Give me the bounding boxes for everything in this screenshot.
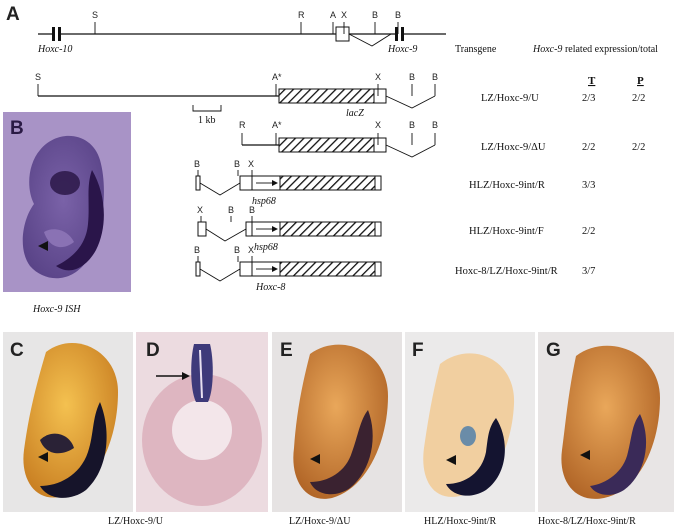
xgal-stain: [310, 410, 373, 495]
arrowhead-icon: [580, 450, 590, 460]
site-label: B: [228, 205, 234, 215]
transgene-name: Hoxc-8/LZ/Hoxc-9int/R: [455, 266, 558, 277]
ratio-t: 2/2: [582, 226, 595, 237]
site-label: B: [194, 245, 200, 255]
panel-letter-f: F: [412, 340, 424, 361]
panel-letter-g: G: [546, 340, 561, 361]
lacz-box: [279, 261, 376, 277]
construct-hlz-hoxc9int-r: B B X hsp68: [194, 159, 382, 207]
ratio-t: 3/7: [582, 266, 595, 277]
insert-label: hsp68: [252, 196, 276, 207]
site-label: X: [197, 205, 203, 215]
arrowhead-icon: [38, 452, 48, 462]
xgal-stain: [40, 402, 107, 498]
panel-letter-a: A: [6, 4, 20, 25]
construct-hoxc8-lz-hoxc9int-r: B B X Hoxc-8: [194, 245, 382, 293]
site-label: X: [341, 10, 347, 20]
lacz-box: [278, 88, 375, 104]
site-label: X: [248, 245, 254, 255]
neural-tube-stain: [191, 344, 213, 402]
scale-bar-label: 1 kb: [198, 115, 216, 126]
header-col-p: P: [637, 75, 644, 87]
site-label: S: [92, 10, 98, 20]
arrow-icon: [182, 372, 190, 380]
panel-letter-b: B: [10, 118, 24, 139]
transgene-name: HLZ/Hoxc-9int/R: [469, 180, 545, 191]
lacz-box: [278, 137, 375, 153]
site-label: B: [234, 245, 240, 255]
panel-letter-d: D: [146, 340, 160, 361]
header-expression-gene: Hoxc-9: [532, 44, 562, 55]
site-label: B: [234, 159, 240, 169]
site-label: B: [432, 72, 438, 82]
ratio-p: 2/2: [632, 142, 645, 153]
site-label: X: [375, 72, 381, 82]
header-transgene: Transgene: [455, 44, 497, 55]
header-expression-rest: related expression/total: [562, 44, 658, 55]
xgal-stain: [590, 414, 647, 495]
panel-d-section: D: [136, 332, 268, 512]
transgene-name: LZ/Hoxc-9/U: [481, 93, 539, 104]
caption-f: HLZ/Hoxc-9int/R: [424, 516, 497, 527]
insert-label: lacZ: [346, 108, 364, 119]
site-label: S: [35, 72, 41, 82]
construct-lz-hoxc9-u: S A* X B B lacZ 1 kb: [35, 72, 438, 126]
site-label: R: [239, 120, 246, 130]
site-label: B: [409, 72, 415, 82]
panel-g-photo: G: [538, 332, 674, 512]
site-label: X: [375, 120, 381, 130]
header-col-t: T: [588, 75, 596, 87]
site-label: A*: [272, 72, 282, 82]
arrowhead-icon: [446, 455, 456, 465]
caption-c: LZ/Hoxc-9/U: [108, 516, 164, 527]
site-label: B: [409, 120, 415, 130]
transgene-name: LZ/Hoxc-9/ΔU: [481, 142, 546, 153]
insert-label: hsp68: [254, 242, 278, 253]
ish-stain: [56, 170, 104, 271]
ratio-p: 2/2: [632, 93, 645, 104]
caption-g: Hoxc-8/LZ/Hoxc-9int/R: [538, 516, 636, 527]
site-label: B: [249, 205, 255, 215]
panel-f-photo: F: [405, 332, 535, 512]
site-label: A: [330, 10, 336, 20]
ratio-t: 2/2: [582, 142, 595, 153]
arrowhead-icon: [38, 241, 48, 251]
insert-label: Hoxc-8: [255, 282, 285, 293]
ish-caption: Hoxc-9 ISH: [32, 304, 81, 315]
panel-letter-c: C: [10, 340, 24, 361]
lacz-box: [279, 221, 376, 237]
arrowhead-icon: [310, 454, 320, 464]
panel-letter-e: E: [280, 340, 293, 361]
ish-caption-text: Hoxc-9 ISH: [32, 304, 81, 315]
site-label: R: [298, 10, 305, 20]
panel-e-photo: E: [272, 332, 402, 512]
xgal-stain: [446, 418, 505, 496]
construct-hlz-hoxc9int-f: X B B hsp68: [197, 205, 382, 253]
site-label: B: [395, 10, 401, 20]
transgene-name: HLZ/Hoxc-9int/F: [469, 226, 544, 237]
lacz-box: [279, 175, 376, 191]
gene-label-hoxc10: Hoxc-10: [37, 44, 72, 55]
header-expression: Hoxc-9 related expression/total: [532, 44, 658, 55]
site-label: B: [432, 120, 438, 130]
site-label: X: [248, 159, 254, 169]
site-label: B: [372, 10, 378, 20]
site-label: A*: [272, 120, 282, 130]
gene-label-hoxc9: Hoxc-9: [387, 44, 417, 55]
site-label: B: [194, 159, 200, 169]
panel-c-photo: C: [3, 332, 133, 512]
ratio-t: 2/3: [582, 93, 595, 104]
locus-map: S R A X B B Hoxc-10 Hoxc-9: [37, 10, 446, 55]
ratio-t: 3/3: [582, 180, 595, 191]
scale-bar: [192, 105, 222, 112]
panel-b-ish-photo: B: [3, 112, 131, 292]
caption-e: LZ/Hoxc-9/ΔU: [289, 516, 351, 527]
construct-lz-hoxc9-du: R A* X B B: [239, 120, 438, 158]
